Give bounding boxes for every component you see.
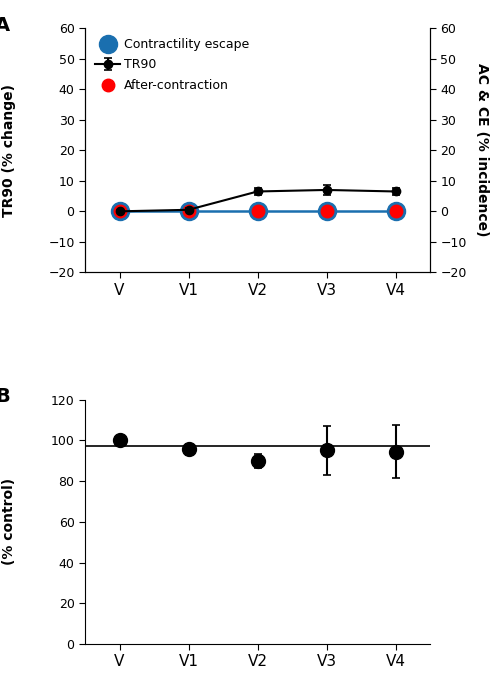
Line: After-contraction: After-contraction — [113, 205, 402, 218]
Y-axis label: Sarcomere shortening
(% control): Sarcomere shortening (% control) — [0, 435, 16, 609]
After-contraction — [392, 207, 398, 216]
Text: B: B — [0, 387, 10, 406]
Legend: Contractility escape, TR90, After-contraction: Contractility escape, TR90, After-contra… — [91, 34, 253, 96]
Line: Contractility escape: Contractility escape — [110, 202, 405, 220]
Contractility escape — [324, 207, 330, 216]
Y-axis label: AC & CE (% incidence): AC & CE (% incidence) — [475, 64, 489, 237]
Contractility escape — [116, 207, 122, 216]
After-contraction — [116, 207, 122, 216]
Contractility escape — [186, 207, 192, 216]
Contractility escape — [254, 207, 260, 216]
Text: A: A — [0, 16, 10, 35]
After-contraction — [254, 207, 260, 216]
Y-axis label: TR90 (% change): TR90 (% change) — [2, 84, 16, 217]
Contractility escape — [392, 207, 398, 216]
After-contraction — [324, 207, 330, 216]
After-contraction — [186, 207, 192, 216]
